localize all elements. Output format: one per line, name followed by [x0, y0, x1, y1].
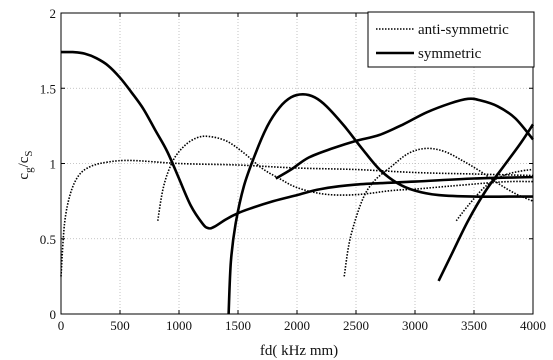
- y-tick-label: 0: [50, 307, 57, 322]
- legend-label-symmetric: symmetric: [418, 46, 482, 62]
- series-symmetric: [275, 97, 534, 180]
- x-tick-label: 500: [110, 318, 130, 333]
- y-tick-label: 1: [50, 157, 57, 172]
- x-tick-label: 0: [58, 318, 65, 333]
- x-tick-label: 3500: [461, 318, 487, 333]
- series-anti-symmetric: [343, 147, 534, 277]
- series-anti-symmetric: [60, 159, 534, 277]
- y-axis-title-sub2: S: [23, 150, 35, 156]
- legend: anti-symmetric symmetric: [367, 11, 535, 68]
- x-tick-label: 1500: [225, 318, 251, 333]
- legend-box: [367, 11, 535, 68]
- y-axis-title-sub1: g: [23, 167, 35, 173]
- y-tick-label: 0.5: [40, 232, 56, 247]
- x-tick-label: 2500: [343, 318, 369, 333]
- series-symmetric: [60, 50, 534, 230]
- x-tick-label: 3000: [402, 318, 428, 333]
- y-axis-title: cg/cS: [16, 150, 35, 179]
- y-tick-label: 2: [50, 6, 57, 21]
- legend-label-anti-symmetric: anti-symmetric: [418, 22, 509, 38]
- series-anti-symmetric: [157, 135, 534, 221]
- series-symmetric: [227, 93, 533, 315]
- x-axis-title: fd( kHz mm): [260, 343, 338, 359]
- y-axis-title-mid: /c: [16, 156, 32, 167]
- axis-ticks: 0 500 1000 1500 2000 2500 3000 3500 4000 0 0.5 1 1.5…: [40, 6, 546, 333]
- y-tick-label: 1.5: [40, 81, 56, 96]
- series-symmetric: [437, 123, 535, 282]
- x-tick-label: 4000: [520, 318, 546, 333]
- x-tick-label: 2000: [284, 318, 310, 333]
- y-axis-title-main: c: [16, 173, 32, 180]
- x-tick-label: 1000: [166, 318, 192, 333]
- plot-series: [60, 50, 535, 315]
